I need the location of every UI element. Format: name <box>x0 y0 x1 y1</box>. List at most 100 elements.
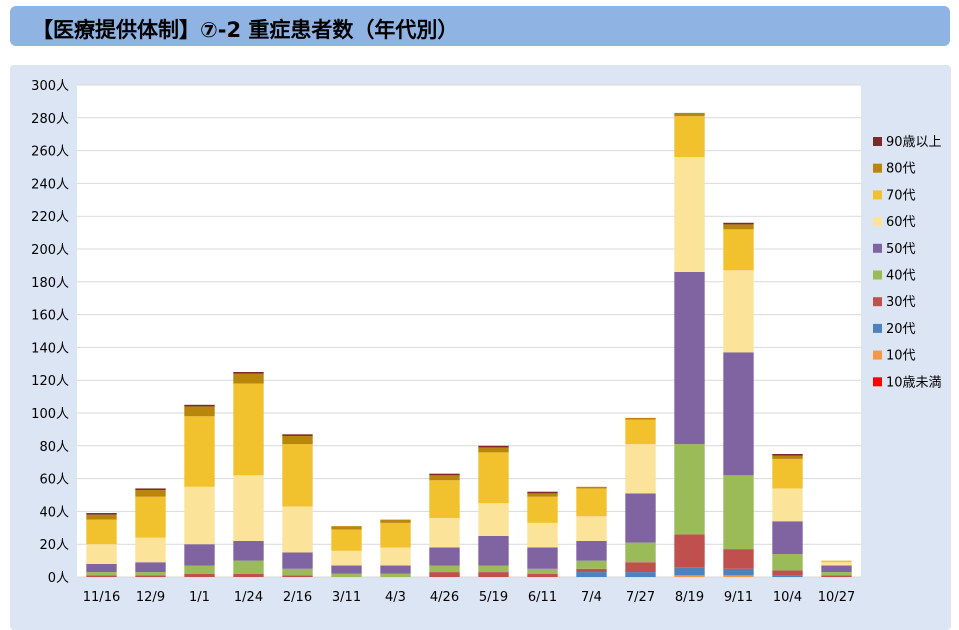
x-tick-label: 12/9 <box>136 590 165 605</box>
y-tick-label: 20人 <box>39 538 69 553</box>
bar-segment <box>576 486 607 489</box>
bar-segment <box>723 224 754 230</box>
bar-segment <box>86 513 117 515</box>
y-tick-label: 80人 <box>39 440 69 455</box>
bar-segment <box>184 406 215 417</box>
bar-segment <box>723 229 754 271</box>
bar-segment <box>331 529 362 551</box>
bar-segment <box>576 572 607 577</box>
bar-segment <box>86 575 117 577</box>
bar-segment <box>233 540 264 561</box>
bar-segment <box>282 568 313 576</box>
bar-segment <box>576 560 607 569</box>
bar-segment <box>723 568 754 576</box>
legend-label: 80代 <box>886 162 916 177</box>
bar-segment <box>478 536 509 566</box>
chart-panel: 0人 20人 40人 60人 80人 100人 120人 140人 160人 180人 200人 22… <box>10 65 951 630</box>
y-tick-label: 240人 <box>31 177 69 192</box>
x-tick-label: 1/24 <box>234 590 263 605</box>
legend-swatch <box>873 297 882 307</box>
bar-segment <box>821 565 852 573</box>
y-tick-label: 220人 <box>31 210 69 225</box>
bar-segment <box>772 488 803 522</box>
y-tick-label: 120人 <box>31 374 69 389</box>
bar-segment <box>674 271 705 445</box>
legend-label: 90歳以上 <box>886 135 942 150</box>
bar-segment <box>86 514 117 520</box>
bar-segment <box>674 534 705 568</box>
bar-segment <box>625 572 656 577</box>
bar-segment <box>429 547 460 566</box>
bar-segment <box>282 575 313 577</box>
y-tick-label: 140人 <box>31 341 69 356</box>
bar-segment <box>772 554 803 571</box>
x-tick-label: 6/11 <box>528 590 557 605</box>
bar-segment <box>674 157 705 272</box>
bar-segment <box>429 565 460 573</box>
x-tick-label: 4/26 <box>430 590 459 605</box>
legend-swatch <box>873 323 882 333</box>
bar-segment <box>527 568 558 574</box>
y-tick-label: 160人 <box>31 309 69 324</box>
bar-segment <box>135 488 166 491</box>
legend-label: 10代 <box>886 349 916 364</box>
y-tick-label: 280人 <box>31 112 69 127</box>
bar-segment <box>527 493 558 497</box>
legend-label: 60代 <box>886 215 916 230</box>
bar-segment <box>772 521 803 555</box>
bar-segment <box>282 434 313 436</box>
bar-segment <box>527 496 558 523</box>
legend-swatch <box>873 270 882 280</box>
bar-segment <box>527 522 558 548</box>
bar-segment <box>772 455 803 459</box>
legend-label: 30代 <box>886 295 916 310</box>
y-tick-label: 100人 <box>31 407 69 422</box>
x-tick-label: 3/11 <box>332 590 361 605</box>
bar-segment <box>821 560 852 563</box>
x-tick-label: 10/4 <box>773 590 802 605</box>
bar-segment <box>380 547 411 566</box>
bar-segment <box>674 567 705 576</box>
bar-segment <box>380 573 411 577</box>
bar-segment <box>233 573 264 577</box>
legend-swatch <box>873 350 882 360</box>
page-title: 【医療提供体制】⑦-2 重症患者数（年代別） <box>32 18 459 42</box>
bar-segment <box>135 575 166 577</box>
bar-segment <box>331 565 362 574</box>
legend-swatch <box>873 163 882 173</box>
bar-segment <box>821 562 852 566</box>
bar-segment <box>86 544 117 564</box>
bar-segment <box>184 486 215 545</box>
bar-segment <box>478 565 509 573</box>
y-tick-label: 60人 <box>39 473 69 488</box>
stacked-bar-chart: 0人 20人 40人 60人 80人 100人 120人 140人 160人 180人 200人 22… <box>31 79 942 605</box>
bar-segment <box>576 488 607 517</box>
bar-segment <box>576 540 607 561</box>
bar-segment <box>233 373 264 384</box>
x-tick-label: 7/27 <box>626 590 655 605</box>
bar-segment <box>86 563 117 573</box>
x-tick-label: 4/3 <box>385 590 406 605</box>
bar-segment <box>772 570 803 576</box>
legend-swatch <box>873 190 882 200</box>
bar-segment <box>233 383 264 476</box>
bar-segment <box>772 575 803 577</box>
legend-swatch <box>873 377 882 387</box>
bar-segment <box>380 565 411 574</box>
bar-segment <box>478 445 509 448</box>
y-tick-label: 40人 <box>39 505 69 520</box>
bar-segment <box>674 575 705 577</box>
bar-segment <box>625 417 656 420</box>
legend-label: 10歳未満 <box>886 375 942 390</box>
legend-swatch <box>873 217 882 227</box>
bar-segment <box>625 542 656 563</box>
bar-segment <box>625 493 656 543</box>
bar-segment <box>723 575 754 577</box>
bar-segment <box>625 419 656 445</box>
bar-segment <box>135 562 166 573</box>
bar-segment <box>478 447 509 453</box>
bar-segment <box>331 573 362 577</box>
bar-segment <box>331 550 362 566</box>
bar-segment <box>478 452 509 504</box>
bar-segment <box>135 490 166 497</box>
